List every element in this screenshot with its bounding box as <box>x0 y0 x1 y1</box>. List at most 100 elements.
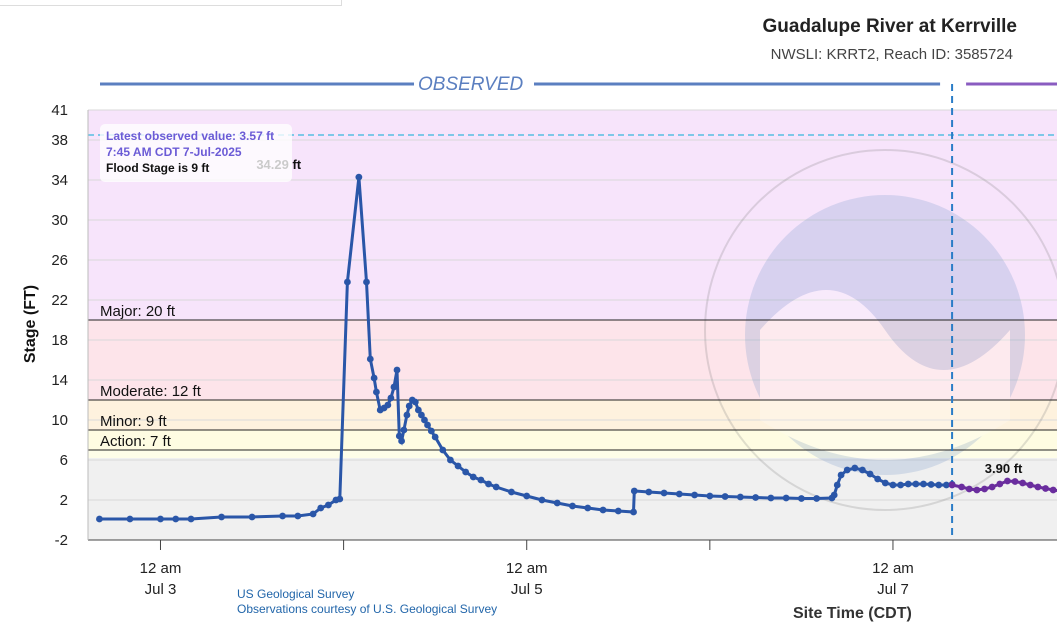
data-point <box>538 496 546 504</box>
data-point <box>172 515 180 523</box>
data-point <box>965 485 973 493</box>
data-point <box>439 446 447 454</box>
data-point <box>427 427 435 435</box>
data-point <box>927 481 935 488</box>
peak-annotation: 3.90 ft <box>985 461 1023 476</box>
data-point <box>390 383 398 391</box>
data-point <box>431 433 439 441</box>
data-point <box>958 483 966 491</box>
data-point <box>411 398 419 406</box>
data-point <box>830 491 838 499</box>
data-point <box>881 479 889 487</box>
data-point <box>935 481 943 489</box>
data-point <box>492 483 500 491</box>
data-point <box>418 411 425 419</box>
data-point <box>874 475 882 483</box>
data-point <box>421 416 428 424</box>
data-point <box>904 480 912 488</box>
data-point <box>833 481 841 489</box>
data-point <box>366 355 374 363</box>
data-point <box>485 480 492 488</box>
data-point <box>797 495 805 502</box>
data-point <box>569 502 576 510</box>
data-point <box>344 278 351 286</box>
y-tick-label: 34 <box>51 172 68 189</box>
flood-stage-text: Flood Stage is 9 ft <box>106 161 210 175</box>
y-tick-label: 10 <box>51 412 68 429</box>
data-point <box>782 494 790 502</box>
threshold-label-minor: Minor: 9 ft <box>100 413 168 430</box>
major-band <box>88 320 1057 400</box>
data-point <box>767 494 775 502</box>
data-point <box>187 515 195 523</box>
data-point <box>1004 477 1011 485</box>
data-point <box>469 473 477 481</box>
watermark-ring <box>704 149 1057 511</box>
data-point <box>630 487 638 495</box>
data-point <box>614 507 622 515</box>
data-point <box>1042 485 1049 492</box>
chart-subtitle: NWSLI: KRRT2, Reach ID: 3585724 <box>770 46 1013 63</box>
data-point <box>1011 478 1019 485</box>
data-point <box>584 504 592 512</box>
corner-frame <box>0 0 342 6</box>
x-tick-label-time: 12 am <box>140 560 182 577</box>
data-point <box>447 456 454 464</box>
data-point <box>363 278 370 286</box>
data-point <box>405 402 413 410</box>
data-point <box>523 492 531 500</box>
watermark-wave <box>760 290 1010 460</box>
usgs-credit[interactable]: US Geological Survey <box>237 587 355 601</box>
y-tick-label: 22 <box>51 292 68 309</box>
data-point <box>988 483 996 491</box>
data-point <box>1026 481 1034 489</box>
data-point <box>706 492 714 500</box>
data-point <box>309 510 317 518</box>
data-point <box>126 515 134 523</box>
y-tick-label: 2 <box>60 492 68 509</box>
y-tick-label: 30 <box>51 212 68 229</box>
data-point <box>370 374 378 382</box>
observations-credit[interactable]: Observations courtesy of U.S. Geological… <box>237 602 498 616</box>
data-point <box>387 394 395 402</box>
minor-band <box>88 430 1057 450</box>
series-observed <box>96 173 956 523</box>
data-point <box>851 464 859 472</box>
data-point <box>336 495 344 503</box>
y-tick-label: 41 <box>51 102 68 119</box>
data-point <box>996 480 1004 488</box>
data-point <box>324 501 332 509</box>
data-point <box>942 481 950 489</box>
data-point <box>973 486 981 494</box>
data-point <box>403 411 411 419</box>
data-point <box>866 470 874 478</box>
y-tick-label: 38 <box>51 132 68 149</box>
data-point <box>630 508 637 516</box>
data-point <box>920 480 927 488</box>
threshold-label-action: Action: 7 ft <box>100 433 172 450</box>
data-point <box>400 426 408 434</box>
data-point <box>317 504 325 512</box>
series-line <box>99 176 953 521</box>
chart-title: Guadalupe River at Kerrville <box>762 16 1018 37</box>
data-point <box>508 488 515 496</box>
data-point <box>837 471 845 479</box>
data-point <box>736 493 744 501</box>
moderate-band <box>88 400 1057 430</box>
data-point <box>1019 479 1027 487</box>
data-point <box>384 401 392 409</box>
data-point <box>424 421 431 429</box>
data-point <box>414 406 422 414</box>
data-point <box>355 173 363 181</box>
normal-band <box>88 458 1057 540</box>
data-point <box>1034 483 1042 491</box>
noaa-watermark <box>704 149 1057 511</box>
data-point <box>912 480 920 488</box>
data-point <box>691 491 698 499</box>
data-point <box>398 437 405 445</box>
threshold-label-moderate: Moderate: 12 ft <box>100 383 202 400</box>
data-point <box>218 513 225 521</box>
data-point <box>843 466 851 474</box>
x-tick-label-time: 12 am <box>872 560 914 577</box>
y-axis-title: Stage (FT) <box>22 284 39 364</box>
